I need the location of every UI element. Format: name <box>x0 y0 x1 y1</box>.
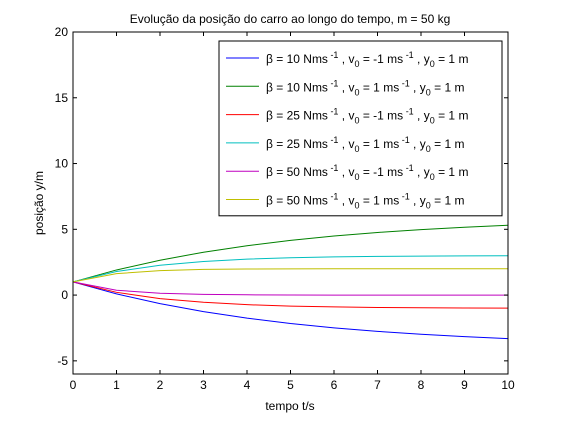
legend-box <box>218 40 503 217</box>
legend-value: 1 <box>448 109 455 123</box>
legend-value: -1 <box>373 52 384 66</box>
x-tick-label: 2 <box>157 378 164 392</box>
legend-value: -1 <box>373 165 384 179</box>
legend-label: β = 10 Nms -1 , v0 = 1 ms -1 , y0 = 1 m <box>266 78 464 97</box>
x-tick-label: 3 <box>200 378 207 392</box>
x-tick-label: 0 <box>70 378 77 392</box>
x-tick-label: 8 <box>418 378 425 392</box>
legend-value: 1 <box>448 52 455 66</box>
legend-entry-5: β = 50 Nms -1 , v0 = -1 ms -1 , y0 = 1 m <box>226 163 468 182</box>
x-axis-label: tempo t/s <box>265 399 314 413</box>
legend-label: β = 10 Nms -1 , v0 = -1 ms -1 , y0 = 1 m <box>266 50 468 69</box>
x-tick-label: 1 <box>113 378 120 392</box>
legend-value: 1 <box>444 137 451 151</box>
legend-entry-4: β = 25 Nms -1 , v0 = 1 ms -1 , y0 = 1 m <box>226 135 464 154</box>
legend-value: 1 <box>444 194 451 208</box>
legend-value: 10 <box>287 80 301 94</box>
y-tick-label: 0 <box>61 288 68 302</box>
x-tick-label: 10 <box>501 378 515 392</box>
series-line-1 <box>72 281 509 340</box>
legend-label: β = 50 Nms -1 , v0 = 1 ms -1 , y0 = 1 m <box>266 192 464 211</box>
series-line-5 <box>72 281 508 296</box>
x-tick-label: 5 <box>287 378 294 392</box>
legend-entry-3: β = 25 Nms -1 , v0 = -1 ms -1 , y0 = 1 m <box>226 107 468 126</box>
legend-value: -1 <box>373 109 384 123</box>
series-line-6 <box>72 268 508 283</box>
legend-value: 1 <box>373 137 380 151</box>
legend-value: 10 <box>287 52 301 66</box>
legend: β = 10 Nms -1 , v0 = -1 ms -1 , y0 = 1 m… <box>218 40 503 217</box>
legend-value: 25 <box>287 109 301 123</box>
legend-entry-1: β = 10 Nms -1 , v0 = -1 ms -1 , y0 = 1 m <box>226 50 468 69</box>
legend-value: 1 <box>448 165 455 179</box>
legend-entry-2: β = 10 Nms -1 , v0 = 1 ms -1 , y0 = 1 m <box>226 78 464 97</box>
y-tick-label: 10 <box>55 157 69 171</box>
legend-value: 25 <box>287 137 301 151</box>
legend-value: 1 <box>373 194 380 208</box>
legend-entry-6: β = 50 Nms -1 , v0 = 1 ms -1 , y0 = 1 m <box>226 192 464 211</box>
legend-label: β = 25 Nms -1 , v0 = -1 ms -1 , y0 = 1 m <box>266 107 468 126</box>
legend-value: 1 <box>373 80 380 94</box>
legend-value: 50 <box>287 194 301 208</box>
y-tick-label: 5 <box>61 222 68 236</box>
x-tick-label: 4 <box>244 378 251 392</box>
x-tick-label: 9 <box>461 378 468 392</box>
x-tick-label: 6 <box>331 378 338 392</box>
x-tick-label: 7 <box>374 378 381 392</box>
series-line-4 <box>72 255 509 283</box>
legend-label: β = 25 Nms -1 , v0 = 1 ms -1 , y0 = 1 m <box>266 135 464 154</box>
legend-value: 50 <box>287 165 301 179</box>
chart-title: Evolução da posição do carro ao longo do… <box>130 12 451 26</box>
series-line-2 <box>72 224 509 283</box>
y-tick-label: 15 <box>55 91 69 105</box>
y-tick-label: -5 <box>57 354 68 368</box>
legend-label: β = 50 Nms -1 , v0 = -1 ms -1 , y0 = 1 m <box>266 163 468 182</box>
legend-value: 1 <box>444 80 451 94</box>
y-tick-label: 20 <box>55 25 69 39</box>
y-axis-label: posição y/m <box>32 171 46 235</box>
series-line-3 <box>72 281 509 309</box>
